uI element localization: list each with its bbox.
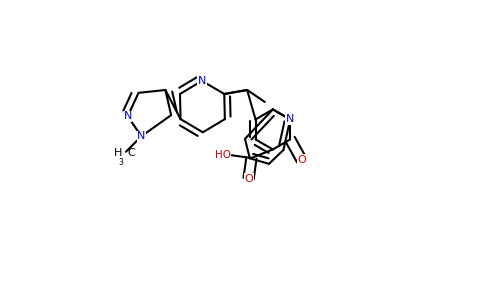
Text: N: N bbox=[137, 131, 146, 141]
Text: 3: 3 bbox=[119, 158, 123, 167]
Text: O: O bbox=[297, 155, 306, 165]
Text: H: H bbox=[114, 148, 122, 158]
Text: O: O bbox=[244, 174, 253, 184]
Text: C: C bbox=[127, 148, 135, 158]
Text: N: N bbox=[198, 76, 206, 86]
Text: N: N bbox=[286, 114, 294, 124]
Text: N: N bbox=[123, 111, 132, 121]
Text: HO: HO bbox=[215, 150, 231, 160]
